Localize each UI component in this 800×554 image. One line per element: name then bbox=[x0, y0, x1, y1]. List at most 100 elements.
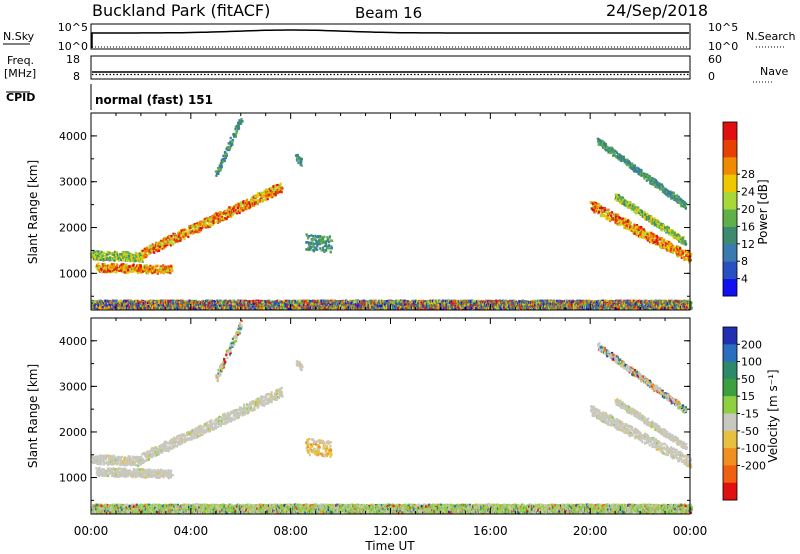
freq-panel bbox=[91, 56, 690, 79]
echo-cell bbox=[132, 264, 134, 266]
cpid-label: CPID bbox=[6, 91, 35, 104]
echo-cell bbox=[146, 264, 148, 266]
echo-cell bbox=[328, 237, 330, 239]
echo-cell bbox=[609, 220, 611, 222]
echo-cell bbox=[636, 226, 638, 228]
nsky-bottom-tick: 10^0 bbox=[58, 40, 88, 53]
echo-cell bbox=[306, 235, 308, 237]
echo-cell bbox=[177, 300, 179, 302]
echo-cell bbox=[146, 250, 148, 252]
echo-cell bbox=[647, 235, 649, 237]
echo-cell bbox=[169, 272, 171, 274]
nsearch-bottom-tick: 10^0 bbox=[708, 40, 738, 53]
echo-cell bbox=[657, 221, 659, 223]
echo-cell bbox=[122, 259, 124, 261]
echo-cell bbox=[128, 257, 130, 259]
echo-cell bbox=[170, 235, 172, 237]
power-echo-region bbox=[91, 300, 693, 311]
radar-figure: Buckland Park (fitACF) Beam 16 24/Sep/20… bbox=[0, 0, 800, 554]
echo-cell bbox=[120, 259, 122, 261]
echo-cell bbox=[650, 216, 652, 218]
echo-cell bbox=[159, 246, 161, 248]
echo-cell bbox=[171, 269, 173, 271]
echo-cell bbox=[620, 160, 622, 162]
nsky-label: N.Sky bbox=[3, 30, 35, 43]
echo-cell bbox=[125, 251, 127, 253]
echo-cell bbox=[643, 228, 645, 230]
echo-cell bbox=[264, 198, 266, 200]
echo-cell bbox=[642, 232, 644, 234]
echo-cell bbox=[160, 240, 162, 242]
power-echo-layer bbox=[90, 118, 693, 310]
echo-cell bbox=[177, 240, 179, 242]
echo-cell bbox=[126, 260, 128, 262]
echo-cell bbox=[297, 162, 299, 164]
echo-cell bbox=[127, 251, 129, 253]
echo-cell bbox=[279, 185, 281, 187]
echo-cell bbox=[660, 247, 662, 249]
echo-cell bbox=[330, 251, 332, 253]
echo-cell bbox=[156, 265, 158, 267]
echo-cell bbox=[118, 259, 120, 261]
echo-cell bbox=[667, 227, 669, 229]
echo-cell bbox=[301, 164, 303, 166]
echo-cell bbox=[179, 237, 181, 239]
echo-cell bbox=[316, 248, 318, 250]
echo-cell bbox=[679, 198, 681, 200]
echo-cell bbox=[216, 221, 218, 223]
echo-cell bbox=[105, 265, 107, 267]
echo-cell bbox=[679, 247, 681, 249]
echo-cell bbox=[97, 263, 99, 265]
cpid-value: normal (fast) 151 bbox=[95, 93, 213, 107]
nsearch-top-tick: 10^5 bbox=[708, 21, 738, 34]
echo-cell bbox=[610, 215, 612, 217]
echo-cell bbox=[241, 118, 243, 120]
echo-cell bbox=[685, 243, 687, 245]
echo-cell bbox=[321, 249, 323, 251]
power-echo-region bbox=[215, 118, 244, 177]
echo-cell bbox=[641, 211, 643, 213]
echo-cell bbox=[325, 249, 327, 251]
echo-cell bbox=[607, 209, 609, 211]
echo-cell bbox=[675, 249, 677, 251]
echo-cell bbox=[232, 213, 234, 215]
echo-cell bbox=[172, 243, 174, 245]
echo-cell bbox=[661, 229, 663, 231]
echo-cell bbox=[97, 255, 99, 257]
freq-label: Freq. bbox=[7, 54, 34, 67]
echo-cell bbox=[190, 231, 192, 233]
echo-cell bbox=[160, 271, 162, 273]
echo-cell bbox=[267, 198, 269, 200]
echo-cell bbox=[331, 240, 333, 242]
echo-cell bbox=[196, 230, 198, 232]
echo-cell bbox=[187, 236, 189, 238]
echo-cell bbox=[644, 213, 646, 215]
echo-cell bbox=[622, 156, 624, 158]
echo-cell bbox=[312, 235, 314, 237]
echo-cell bbox=[639, 236, 641, 238]
echo-cell bbox=[115, 271, 117, 273]
power-echo-region bbox=[295, 154, 303, 167]
echo-cell bbox=[685, 207, 687, 209]
echo-cell bbox=[633, 165, 635, 167]
echo-cell bbox=[217, 172, 219, 174]
nave-bottom-tick: 0 bbox=[708, 70, 715, 83]
echo-cell bbox=[663, 224, 665, 226]
echo-cell bbox=[146, 254, 148, 256]
echo-cell bbox=[605, 212, 607, 214]
echo-cell bbox=[198, 225, 200, 227]
echo-cell bbox=[281, 191, 283, 193]
nsky-top-tick: 10^5 bbox=[58, 21, 88, 34]
echo-cell bbox=[316, 245, 318, 247]
echo-cell bbox=[139, 252, 141, 254]
echo-cell bbox=[300, 161, 302, 163]
echo-cell bbox=[274, 186, 276, 188]
echo-cell bbox=[634, 224, 636, 226]
echo-cell bbox=[663, 239, 665, 241]
echo-cell bbox=[214, 221, 216, 223]
echo-cell bbox=[326, 236, 328, 238]
echo-cell bbox=[150, 245, 152, 247]
echo-cell bbox=[682, 239, 684, 241]
power-echo-region bbox=[305, 233, 333, 253]
echo-cell bbox=[633, 226, 635, 228]
